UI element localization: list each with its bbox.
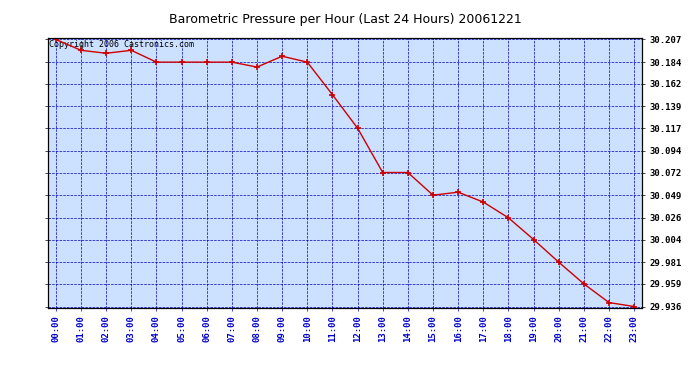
Text: Copyright 2006 Castronics.com: Copyright 2006 Castronics.com xyxy=(50,40,195,49)
Text: Barometric Pressure per Hour (Last 24 Hours) 20061221: Barometric Pressure per Hour (Last 24 Ho… xyxy=(168,13,522,26)
